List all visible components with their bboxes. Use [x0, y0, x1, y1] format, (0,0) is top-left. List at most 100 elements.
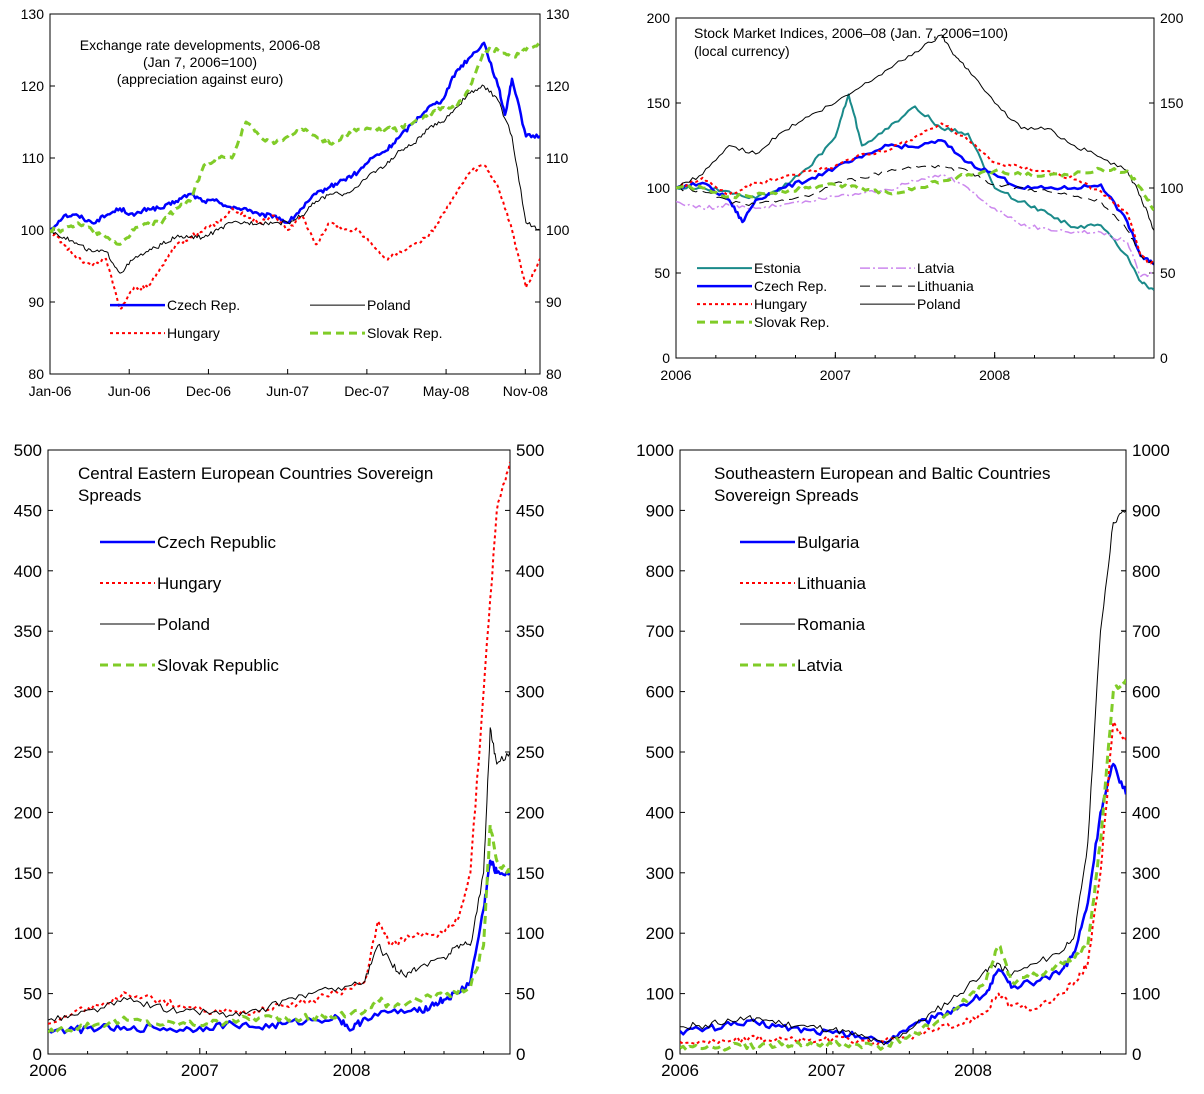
series-line-hungary — [676, 122, 1154, 266]
series-line-slovak-republic — [48, 823, 510, 1036]
series-line-bulgaria — [680, 762, 1126, 1045]
y-tick-label-right: 150 — [516, 864, 544, 883]
legend-label-lithuania: Lithuania — [797, 574, 867, 593]
legend-label-bulgaria: Bulgaria — [797, 533, 860, 552]
y-tick-label-left: 900 — [646, 501, 674, 520]
y-tick-label-left: 150 — [14, 864, 42, 883]
y-tick-label-right: 100 — [1132, 985, 1160, 1004]
y-tick-label-right: 100 — [546, 222, 570, 238]
y-tick-label-right: 50 — [1160, 265, 1176, 281]
series-line-czech-republic — [48, 859, 510, 1035]
y-tick-label-left: 400 — [646, 803, 674, 822]
series-line-lithuania — [680, 720, 1126, 1046]
chart-title-line: Stock Market Indices, 2006–08 (Jan. 7, 2… — [694, 25, 1008, 41]
y-tick-label-right: 250 — [516, 743, 544, 762]
y-tick-label-right: 350 — [516, 622, 544, 641]
series-group — [50, 41, 540, 311]
y-tick-label-left: 0 — [662, 350, 670, 366]
y-tick-label-right: 200 — [516, 803, 544, 822]
y-tick-label-right: 130 — [546, 6, 570, 22]
y-tick-label-right: 300 — [516, 683, 544, 702]
series-group — [680, 510, 1126, 1052]
legend-label-czech-republic: Czech Republic — [157, 533, 277, 552]
x-tick-label: 2006 — [660, 367, 691, 383]
y-tick-label-right: 110 — [546, 150, 569, 166]
legend: Estonia Latvia Czech Rep. Lithuania Hungary P… — [697, 260, 974, 330]
y-tick-label-left: 80 — [28, 366, 44, 382]
y-tick-label-left: 50 — [23, 985, 42, 1004]
x-tick-label: Dec-06 — [186, 383, 231, 399]
chart-title-line: Southeastern European and Baltic Countri… — [714, 464, 1050, 483]
series-line-romania — [680, 510, 1126, 1046]
x-tick-label: Jun-06 — [108, 383, 151, 399]
y-tick-label-right: 50 — [516, 985, 535, 1004]
x-tick-label: Nov-08 — [503, 383, 548, 399]
x-tick-label: Dec-07 — [344, 383, 389, 399]
y-tick-label-right: 90 — [546, 294, 562, 310]
y-tick-label-left: 450 — [14, 501, 42, 520]
legend-label-slovak-rep-: Slovak Rep. — [754, 314, 829, 330]
y-tick-label-right: 400 — [1132, 803, 1160, 822]
legend-label-czech-rep-: Czech Rep. — [167, 297, 240, 313]
legend-label-poland: Poland — [157, 615, 210, 634]
series-line-lithuania — [676, 164, 1154, 265]
y-tick-label-right: 300 — [1132, 864, 1160, 883]
y-tick-label-left: 50 — [654, 265, 670, 281]
y-tick-label-right: 0 — [1132, 1045, 1141, 1064]
plot-frame — [679, 449, 1127, 1055]
series-line-poland — [48, 727, 510, 1022]
series-line-slovak-rep- — [50, 41, 540, 246]
y-tick-label-right: 100 — [516, 924, 544, 943]
y-tick-label-right: 500 — [516, 441, 544, 460]
chart-panel-3: 0 0 50 50 100 100 150 150 200 200 250 250 300 300 350 3… — [14, 441, 545, 1080]
y-tick-label-right: 450 — [516, 501, 544, 520]
x-tick-label: 2008 — [333, 1061, 371, 1080]
y-tick-label-right: 100 — [1160, 180, 1184, 196]
legend: Bulgaria Lithuania Romania Latvia — [740, 533, 867, 675]
legend-label-lithuania: Lithuania — [917, 278, 974, 294]
legend-label-hungary: Hungary — [157, 574, 222, 593]
chart-panel-4: 0 0 100 100 200 200 300 300 400 400 500 500 600 600 70… — [636, 441, 1170, 1080]
series-line-poland — [676, 34, 1154, 231]
chart-title-line: Spreads — [78, 486, 141, 505]
y-tick-label-left: 100 — [14, 924, 42, 943]
y-tick-label-left: 100 — [646, 985, 674, 1004]
chart-title-line: Central Eastern European Countries Sover… — [78, 464, 433, 483]
legend-label-slovak-republic: Slovak Republic — [157, 656, 279, 675]
series-group — [676, 34, 1154, 291]
y-tick-label-right: 900 — [1132, 501, 1160, 520]
legend-label-slovak-rep-: Slovak Rep. — [367, 325, 442, 341]
y-tick-label-left: 800 — [646, 562, 674, 581]
x-tick-label: Jan-06 — [29, 383, 72, 399]
y-tick-label-right: 1000 — [1132, 441, 1170, 460]
series-line-estonia — [676, 93, 1154, 291]
y-tick-label-right: 700 — [1132, 622, 1160, 641]
legend-label-latvia: Latvia — [797, 656, 843, 675]
legend-label-latvia: Latvia — [917, 260, 955, 276]
y-tick-label-right: 600 — [1132, 683, 1160, 702]
x-tick-label: 2008 — [979, 367, 1010, 383]
legend-label-hungary: Hungary — [754, 296, 807, 312]
y-tick-label-left: 0 — [33, 1045, 42, 1064]
y-tick-label-left: 300 — [14, 683, 42, 702]
chart-title-line: (local currency) — [694, 43, 790, 59]
x-tick-label: 2006 — [29, 1061, 67, 1080]
x-tick-label: Jun-07 — [266, 383, 309, 399]
y-tick-label-right: 400 — [516, 562, 544, 581]
y-tick-label-left: 110 — [22, 150, 45, 166]
chart-title-line: Sovereign Spreads — [714, 486, 859, 505]
x-tick-label: 2008 — [954, 1061, 992, 1080]
plot-frame — [49, 13, 541, 375]
y-tick-label-left: 150 — [647, 95, 671, 111]
y-tick-label-left: 350 — [14, 622, 42, 641]
legend-label-romania: Romania — [797, 615, 866, 634]
y-tick-label-left: 400 — [14, 562, 42, 581]
y-tick-label-right: 500 — [1132, 743, 1160, 762]
y-tick-label-left: 0 — [665, 1045, 674, 1064]
series-line-latvia — [680, 678, 1126, 1052]
x-tick-label: 2007 — [181, 1061, 219, 1080]
series-group — [48, 461, 510, 1036]
y-tick-label-left: 600 — [646, 683, 674, 702]
y-tick-label-left: 120 — [21, 78, 45, 94]
